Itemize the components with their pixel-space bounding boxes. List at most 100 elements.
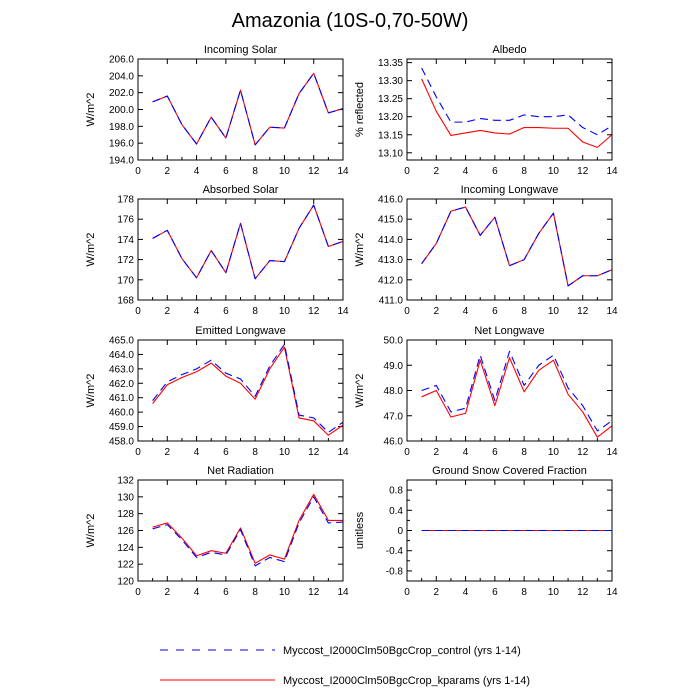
series-line-kparams — [421, 206, 613, 287]
x-tick-label: 12 — [308, 166, 320, 177]
series-line-control — [152, 496, 344, 567]
x-tick-label: 10 — [548, 587, 560, 598]
y-axis-label: W/m^2 — [85, 93, 97, 127]
x-tick-label: 12 — [577, 587, 589, 598]
y-axis-label: % reflected — [354, 82, 366, 137]
panel-net-longwave: Net Longwave W/m^2 0 2 4 6 8 10 12 14 46.0 47.0 48.0… — [354, 325, 618, 458]
x-tick-label: 14 — [606, 166, 618, 177]
x-tick-label: 4 — [194, 306, 200, 317]
y-tick-label: 49.0 — [384, 361, 404, 372]
y-tick-label: 460.0 — [109, 408, 134, 419]
panel-ground-snow-covered-fraction: Ground Snow Covered Fraction unitless 0 2 4 6… — [354, 465, 618, 598]
y-tick-label: 130 — [117, 492, 134, 503]
y-axis-label: unitless — [354, 511, 366, 549]
panel-albedo: Albedo % reflected 0 2 4 6 8 10 12 14 13.10 13.15 13… — [354, 44, 618, 177]
x-tick-label: 14 — [606, 587, 618, 598]
plot-frame — [137, 198, 344, 301]
panel-incoming-solar: Incoming Solar W/m^2 0 2 4 6 8 10 12 14 194.0 196.0… — [85, 44, 349, 177]
y-tick-label: 415.0 — [378, 215, 403, 226]
y-axis-label: W/m^2 — [354, 233, 366, 267]
y-tick-label: 13.30 — [378, 76, 403, 87]
series-line-control — [421, 67, 613, 136]
y-tick-label: 128 — [117, 509, 134, 520]
y-tick-label: 459.0 — [109, 422, 134, 433]
panel-title: Ground Snow Covered Fraction — [432, 465, 587, 477]
y-tick-label: 465.0 — [109, 336, 134, 347]
y-tick-label: 411.0 — [379, 296, 404, 307]
x-tick-label: 10 — [548, 166, 560, 177]
y-tick-label: 206.0 — [109, 55, 134, 66]
y-axis-label: W/m^2 — [85, 514, 97, 548]
x-tick-label: 0 — [135, 447, 141, 458]
x-tick-label: 8 — [521, 166, 527, 177]
y-tick-label: 200.0 — [109, 105, 134, 116]
x-tick-label: 10 — [279, 587, 291, 598]
x-tick-label: 2 — [165, 306, 171, 317]
y-tick-label: 462.0 — [109, 379, 134, 390]
series-line-control — [421, 206, 613, 287]
plot-frame — [137, 58, 344, 161]
y-tick-label: 124 — [117, 543, 134, 554]
y-tick-label: 13.10 — [378, 148, 403, 159]
y-tick-label: 176 — [117, 215, 134, 226]
x-tick-label: 6 — [223, 306, 229, 317]
x-tick-label: 4 — [194, 447, 200, 458]
x-tick-label: 4 — [194, 587, 200, 598]
plot-frame — [406, 479, 613, 582]
x-tick-label: 0 — [135, 306, 141, 317]
plot-frame — [406, 198, 613, 301]
x-tick-label: 8 — [521, 306, 527, 317]
y-tick-label: 46.0 — [384, 437, 404, 448]
y-tick-label: 172 — [117, 255, 134, 266]
x-tick-label: 8 — [521, 587, 527, 598]
panel-title: Incoming Longwave — [461, 184, 559, 196]
y-tick-label: 204.0 — [109, 71, 134, 82]
panel-title: Absorbed Solar — [203, 184, 279, 196]
y-axis-label: W/m^2 — [85, 374, 97, 408]
y-tick-label: 48.0 — [384, 386, 404, 397]
x-tick-label: 14 — [606, 447, 618, 458]
x-tick-label: 6 — [492, 447, 498, 458]
x-tick-label: 6 — [492, 166, 498, 177]
y-tick-label: 458.0 — [109, 437, 134, 448]
y-tick-label: -0.8 — [386, 566, 404, 577]
x-tick-label: 14 — [337, 166, 349, 177]
series-line-control — [421, 350, 613, 432]
x-tick-label: 14 — [337, 306, 349, 317]
y-tick-label: 170 — [117, 275, 134, 286]
y-tick-label: -0.4 — [386, 546, 404, 557]
y-tick-label: 414.0 — [378, 235, 403, 246]
y-tick-label: 0 — [397, 526, 403, 537]
x-tick-label: 8 — [521, 447, 527, 458]
x-tick-label: 14 — [337, 447, 349, 458]
x-tick-label: 0 — [135, 587, 141, 598]
y-tick-label: 126 — [117, 526, 134, 537]
series-line-control — [152, 72, 344, 146]
y-tick-label: 122 — [117, 560, 134, 571]
plot-frame — [406, 58, 613, 161]
x-tick-label: 0 — [404, 166, 410, 177]
y-tick-label: 13.20 — [378, 112, 403, 123]
y-tick-label: 416.0 — [378, 195, 403, 206]
series-line-kparams — [152, 346, 344, 436]
plot-frame — [406, 339, 613, 442]
series-line-kparams — [152, 493, 343, 564]
y-tick-label: 50.0 — [384, 336, 404, 347]
y-tick-label: 120 — [117, 577, 134, 588]
figure-title: Amazonia (10S-0,70-50W) — [232, 10, 469, 32]
x-tick-label: 8 — [252, 306, 258, 317]
x-tick-label: 0 — [404, 587, 410, 598]
y-tick-label: 13.35 — [378, 58, 403, 69]
y-tick-label: 0.4 — [389, 506, 403, 517]
x-tick-label: 12 — [577, 166, 589, 177]
x-tick-label: 12 — [308, 306, 320, 317]
x-tick-label: 10 — [279, 166, 291, 177]
x-tick-label: 12 — [577, 306, 589, 317]
panel-title: Albedo — [492, 44, 526, 56]
y-tick-label: 168 — [117, 296, 134, 307]
y-tick-label: 464.0 — [109, 350, 134, 361]
panel-title: Incoming Solar — [204, 44, 278, 56]
legend-label-control: Myccost_I2000Clm50BgcCrop_control (yrs 1… — [283, 645, 521, 657]
panel-grid: Incoming Solar W/m^2 0 2 4 6 8 10 12 14 194.0 196.0… — [85, 44, 618, 598]
y-tick-label: 461.0 — [109, 393, 134, 404]
